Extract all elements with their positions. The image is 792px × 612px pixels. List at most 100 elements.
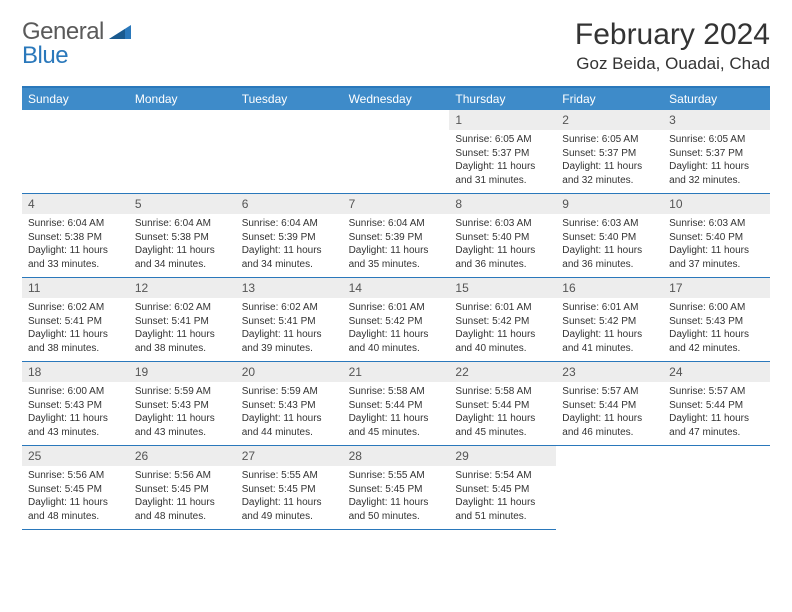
- day-number: 10: [663, 194, 770, 214]
- calendar-cell: [663, 446, 770, 530]
- day-number: 12: [129, 278, 236, 298]
- day-content: Sunrise: 6:02 AMSunset: 5:41 PMDaylight:…: [236, 298, 343, 361]
- calendar-cell: 5Sunrise: 6:04 AMSunset: 5:38 PMDaylight…: [129, 194, 236, 278]
- day-content: Sunrise: 6:04 AMSunset: 5:39 PMDaylight:…: [236, 214, 343, 277]
- day-content: Sunrise: 5:59 AMSunset: 5:43 PMDaylight:…: [129, 382, 236, 445]
- day-number: 23: [556, 362, 663, 382]
- calendar-cell: 4Sunrise: 6:04 AMSunset: 5:38 PMDaylight…: [22, 194, 129, 278]
- calendar-cell: 9Sunrise: 6:03 AMSunset: 5:40 PMDaylight…: [556, 194, 663, 278]
- day-number: 16: [556, 278, 663, 298]
- calendar-cell: 26Sunrise: 5:56 AMSunset: 5:45 PMDayligh…: [129, 446, 236, 530]
- calendar-cell: 12Sunrise: 6:02 AMSunset: 5:41 PMDayligh…: [129, 278, 236, 362]
- day-content: Sunrise: 5:56 AMSunset: 5:45 PMDaylight:…: [22, 466, 129, 529]
- day-content: Sunrise: 6:01 AMSunset: 5:42 PMDaylight:…: [556, 298, 663, 361]
- calendar-cell: 20Sunrise: 5:59 AMSunset: 5:43 PMDayligh…: [236, 362, 343, 446]
- day-content: Sunrise: 6:04 AMSunset: 5:38 PMDaylight:…: [22, 214, 129, 277]
- logo-line2: Blue: [22, 42, 68, 70]
- day-number: 19: [129, 362, 236, 382]
- day-number: 28: [343, 446, 450, 466]
- day-number: 26: [129, 446, 236, 466]
- day-content: Sunrise: 6:02 AMSunset: 5:41 PMDaylight:…: [129, 298, 236, 361]
- calendar-cell: [556, 446, 663, 530]
- calendar-cell: 16Sunrise: 6:01 AMSunset: 5:42 PMDayligh…: [556, 278, 663, 362]
- day-number: 25: [22, 446, 129, 466]
- calendar-cell: 27Sunrise: 5:55 AMSunset: 5:45 PMDayligh…: [236, 446, 343, 530]
- day-content: Sunrise: 6:03 AMSunset: 5:40 PMDaylight:…: [663, 214, 770, 277]
- calendar-cell: 28Sunrise: 5:55 AMSunset: 5:45 PMDayligh…: [343, 446, 450, 530]
- calendar-cell: 21Sunrise: 5:58 AMSunset: 5:44 PMDayligh…: [343, 362, 450, 446]
- weekday-header: Wednesday: [343, 88, 450, 110]
- calendar-cell: 1Sunrise: 6:05 AMSunset: 5:37 PMDaylight…: [449, 110, 556, 194]
- day-number: 6: [236, 194, 343, 214]
- calendar-cell: 11Sunrise: 6:02 AMSunset: 5:41 PMDayligh…: [22, 278, 129, 362]
- day-content: Sunrise: 5:58 AMSunset: 5:44 PMDaylight:…: [449, 382, 556, 445]
- day-number: 27: [236, 446, 343, 466]
- location: Goz Beida, Ouadai, Chad: [575, 54, 770, 74]
- day-content: Sunrise: 6:03 AMSunset: 5:40 PMDaylight:…: [556, 214, 663, 277]
- day-number: 9: [556, 194, 663, 214]
- calendar-cell: 29Sunrise: 5:54 AMSunset: 5:45 PMDayligh…: [449, 446, 556, 530]
- calendar-cell: [129, 110, 236, 194]
- calendar-cell: 3Sunrise: 6:05 AMSunset: 5:37 PMDaylight…: [663, 110, 770, 194]
- day-content: Sunrise: 5:55 AMSunset: 5:45 PMDaylight:…: [236, 466, 343, 529]
- day-content: Sunrise: 5:59 AMSunset: 5:43 PMDaylight:…: [236, 382, 343, 445]
- day-number: 18: [22, 362, 129, 382]
- calendar-cell: [343, 110, 450, 194]
- day-content: Sunrise: 5:54 AMSunset: 5:45 PMDaylight:…: [449, 466, 556, 529]
- day-content: Sunrise: 6:01 AMSunset: 5:42 PMDaylight:…: [343, 298, 450, 361]
- calendar-cell: 7Sunrise: 6:04 AMSunset: 5:39 PMDaylight…: [343, 194, 450, 278]
- day-number: 8: [449, 194, 556, 214]
- day-number: 3: [663, 110, 770, 130]
- day-number: 14: [343, 278, 450, 298]
- day-number: 22: [449, 362, 556, 382]
- calendar-cell: 15Sunrise: 6:01 AMSunset: 5:42 PMDayligh…: [449, 278, 556, 362]
- day-content: Sunrise: 6:05 AMSunset: 5:37 PMDaylight:…: [663, 130, 770, 193]
- weekday-header: Thursday: [449, 88, 556, 110]
- day-number: 2: [556, 110, 663, 130]
- weekday-header: Tuesday: [236, 88, 343, 110]
- day-number: 4: [22, 194, 129, 214]
- day-number: 15: [449, 278, 556, 298]
- day-content: Sunrise: 6:05 AMSunset: 5:37 PMDaylight:…: [449, 130, 556, 193]
- day-content: Sunrise: 6:00 AMSunset: 5:43 PMDaylight:…: [663, 298, 770, 361]
- calendar-cell: 23Sunrise: 5:57 AMSunset: 5:44 PMDayligh…: [556, 362, 663, 446]
- weekday-header: Friday: [556, 88, 663, 110]
- day-content: Sunrise: 5:55 AMSunset: 5:45 PMDaylight:…: [343, 466, 450, 529]
- day-content: Sunrise: 6:00 AMSunset: 5:43 PMDaylight:…: [22, 382, 129, 445]
- calendar-cell: 6Sunrise: 6:04 AMSunset: 5:39 PMDaylight…: [236, 194, 343, 278]
- day-number: 17: [663, 278, 770, 298]
- day-content: Sunrise: 6:05 AMSunset: 5:37 PMDaylight:…: [556, 130, 663, 193]
- day-number: 1: [449, 110, 556, 130]
- month-title: February 2024: [575, 18, 770, 52]
- calendar-cell: 8Sunrise: 6:03 AMSunset: 5:40 PMDaylight…: [449, 194, 556, 278]
- day-content: Sunrise: 6:04 AMSunset: 5:38 PMDaylight:…: [129, 214, 236, 277]
- header: General February 2024 Goz Beida, Ouadai,…: [22, 18, 770, 74]
- day-content: Sunrise: 6:03 AMSunset: 5:40 PMDaylight:…: [449, 214, 556, 277]
- day-number: 7: [343, 194, 450, 214]
- day-content: Sunrise: 6:02 AMSunset: 5:41 PMDaylight:…: [22, 298, 129, 361]
- calendar-cell: 25Sunrise: 5:56 AMSunset: 5:45 PMDayligh…: [22, 446, 129, 530]
- calendar-cell: [22, 110, 129, 194]
- calendar-cell: 14Sunrise: 6:01 AMSunset: 5:42 PMDayligh…: [343, 278, 450, 362]
- day-number: 11: [22, 278, 129, 298]
- logo-triangle-icon: [109, 21, 131, 44]
- day-content: Sunrise: 5:57 AMSunset: 5:44 PMDaylight:…: [556, 382, 663, 445]
- day-number: 13: [236, 278, 343, 298]
- calendar-header-row: SundayMondayTuesdayWednesdayThursdayFrid…: [22, 88, 770, 110]
- day-content: Sunrise: 6:01 AMSunset: 5:42 PMDaylight:…: [449, 298, 556, 361]
- calendar-cell: 22Sunrise: 5:58 AMSunset: 5:44 PMDayligh…: [449, 362, 556, 446]
- calendar-body: 1Sunrise: 6:05 AMSunset: 5:37 PMDaylight…: [22, 110, 770, 530]
- weekday-header: Saturday: [663, 88, 770, 110]
- day-content: Sunrise: 5:56 AMSunset: 5:45 PMDaylight:…: [129, 466, 236, 529]
- calendar-cell: 10Sunrise: 6:03 AMSunset: 5:40 PMDayligh…: [663, 194, 770, 278]
- title-block: February 2024 Goz Beida, Ouadai, Chad: [575, 18, 770, 74]
- calendar-cell: 17Sunrise: 6:00 AMSunset: 5:43 PMDayligh…: [663, 278, 770, 362]
- day-content: Sunrise: 6:04 AMSunset: 5:39 PMDaylight:…: [343, 214, 450, 277]
- calendar-cell: [236, 110, 343, 194]
- day-content: Sunrise: 5:58 AMSunset: 5:44 PMDaylight:…: [343, 382, 450, 445]
- day-content: Sunrise: 5:57 AMSunset: 5:44 PMDaylight:…: [663, 382, 770, 445]
- weekday-header: Sunday: [22, 88, 129, 110]
- calendar-cell: 13Sunrise: 6:02 AMSunset: 5:41 PMDayligh…: [236, 278, 343, 362]
- day-number: 24: [663, 362, 770, 382]
- day-number: 29: [449, 446, 556, 466]
